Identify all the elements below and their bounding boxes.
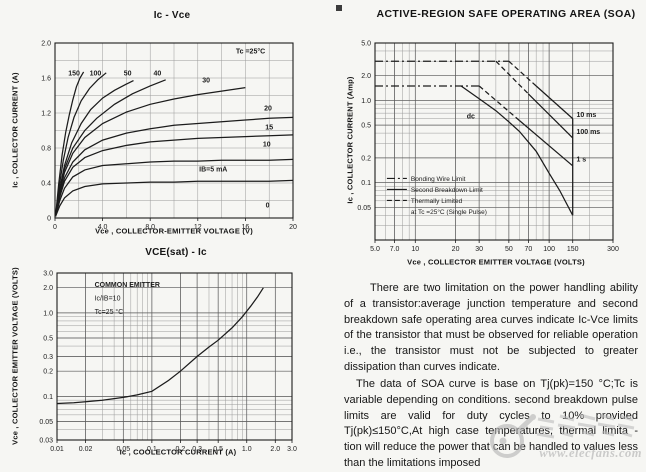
svg-text:Ic/IB=10: Ic/IB=10 (95, 296, 121, 303)
svg-text:30: 30 (475, 246, 483, 253)
soa-description-text: There are two limitation on the power ha… (344, 281, 638, 472)
svg-text:1.6: 1.6 (41, 76, 51, 83)
svg-text:COMMON EMITTER: COMMON EMITTER (95, 282, 160, 289)
svg-text:20: 20 (289, 224, 297, 231)
svg-text:Thermally Limited: Thermally Limited (411, 198, 463, 205)
svg-text:0.2: 0.2 (176, 446, 186, 453)
soa-y-axis-label: Ic , COLLECTOR CURRENT (Amp) (345, 76, 355, 204)
svg-text:10: 10 (263, 141, 271, 148)
svg-text:8.0: 8.0 (145, 224, 155, 231)
svg-text:10: 10 (411, 246, 419, 253)
svg-text:dc: dc (467, 114, 475, 121)
svg-text:20: 20 (264, 105, 272, 112)
svg-text:0.03: 0.03 (39, 438, 53, 445)
svg-text:0.05: 0.05 (116, 446, 130, 453)
svg-text:Tc=25 °C: Tc=25 °C (95, 308, 124, 316)
svg-text:150: 150 (567, 246, 579, 253)
svg-text:1.0: 1.0 (361, 98, 371, 105)
svg-text:5.0: 5.0 (361, 41, 371, 48)
svg-text:20: 20 (452, 246, 460, 253)
soa-x-axis-label: Vce , COLLECTOR EMITTER VOLTAGE (VOLTS) (407, 257, 585, 267)
svg-text:0.01: 0.01 (50, 446, 64, 453)
svg-text:IB=5 mA: IB=5 mA (199, 167, 227, 174)
svg-text:3.0: 3.0 (43, 271, 53, 278)
svg-text:2.0: 2.0 (361, 73, 371, 80)
svg-text:0.3: 0.3 (192, 446, 202, 453)
vce-sat-y-axis-label: Vce , COLLECTOR EMITTER VOLTAGE (VOLTS) (10, 267, 20, 445)
svg-text:50: 50 (505, 246, 513, 253)
svg-text:10 ms: 10 ms (576, 112, 596, 119)
svg-text:1 s: 1 s (576, 157, 586, 164)
elecfans-url: www.elecfans.com (539, 446, 642, 460)
svg-text:0.5: 0.5 (213, 446, 223, 453)
ic-vce-x-axis-label: Vce , COLLECTOR-EMITTER VOLTAGE (V) (95, 226, 253, 236)
soa-chart: 5.0 7.0 10 20 30 50 70 100 150 300 5.0 2.0 1.0 0.5 0.2… (357, 41, 619, 254)
svg-text:at Tc =25°C (Single Pulse): at Tc =25°C (Single Pulse) (411, 208, 487, 216)
paragraph-power-handling: There are two limitation on the power ha… (344, 282, 638, 374)
svg-text:0.05: 0.05 (39, 419, 53, 426)
svg-text:2.0: 2.0 (41, 41, 51, 48)
scan-artifact-dot (336, 5, 342, 11)
svg-text:Tc =25°C: Tc =25°C (236, 48, 265, 56)
svg-text:0.3: 0.3 (43, 354, 53, 361)
svg-text:0.4: 0.4 (41, 181, 51, 188)
svg-text:2.0: 2.0 (270, 446, 280, 453)
elecfans-logo (490, 413, 635, 458)
svg-text:0: 0 (266, 203, 270, 210)
svg-text:7.0: 7.0 (390, 246, 400, 253)
svg-text:0.5: 0.5 (361, 123, 371, 130)
elecfans-logo-glyphs (536, 413, 635, 439)
svg-text:0.1: 0.1 (147, 446, 157, 453)
svg-text:100: 100 (543, 246, 555, 253)
svg-text:2.0: 2.0 (43, 285, 53, 292)
svg-text:16: 16 (242, 224, 250, 231)
svg-text:300: 300 (607, 246, 619, 253)
svg-text:0.8: 0.8 (41, 146, 51, 153)
svg-text:0.2: 0.2 (43, 369, 53, 376)
svg-text:0.02: 0.02 (79, 446, 93, 453)
svg-text:Second Breakdown Limit: Second Breakdown Limit (411, 187, 483, 194)
svg-text:150: 150 (68, 70, 80, 77)
soa-chart-title: ACTIVE-REGION SAFE OPERATING AREA (SOA) (376, 8, 636, 20)
vce-sat-chart-title: VCE(sat) - Ic (145, 247, 207, 258)
svg-text:0: 0 (47, 216, 51, 223)
svg-text:3.0: 3.0 (287, 446, 297, 453)
svg-text:0.1: 0.1 (361, 180, 371, 187)
svg-text:15: 15 (265, 125, 273, 132)
elecfans-logo-circle-icon (490, 414, 536, 458)
svg-text:0: 0 (53, 224, 57, 231)
elecfans-watermark: www.elecfans.com (486, 407, 646, 465)
svg-text:100: 100 (90, 70, 102, 77)
svg-text:50: 50 (124, 70, 132, 77)
svg-text:0.1: 0.1 (43, 394, 53, 401)
svg-text:5.0: 5.0 (370, 246, 380, 253)
svg-text:1.0: 1.0 (43, 310, 53, 317)
svg-text:0.2: 0.2 (361, 155, 371, 162)
svg-text:4.0: 4.0 (98, 224, 108, 231)
svg-text:70: 70 (525, 246, 533, 253)
svg-text:0.05: 0.05 (357, 205, 371, 212)
vce-sat-chart: 0.01 0.02 0.05 0.1 0.2 0.3 0.5 1.0 2.0 3.0 3.0 2.0 1… (39, 271, 297, 454)
svg-text:1.2: 1.2 (41, 111, 51, 118)
svg-text:100 ms: 100 ms (576, 129, 600, 136)
svg-text:1.0: 1.0 (242, 446, 252, 453)
svg-text:30: 30 (202, 77, 210, 84)
svg-text:0.5: 0.5 (43, 335, 53, 342)
vce-sat-x-axis-label: Ic , COOLECTOR CURRENT (A) (119, 447, 237, 457)
svg-text:40: 40 (153, 70, 161, 77)
ic-vce-y-axis-label: Ic , COLLECTOR CURRENT (A) (10, 72, 20, 188)
svg-text:12: 12 (194, 224, 202, 231)
ic-vce-chart-title: Ic - Vce (153, 10, 191, 21)
svg-text:Bonding Wire Limit: Bonding Wire Limit (411, 176, 466, 183)
